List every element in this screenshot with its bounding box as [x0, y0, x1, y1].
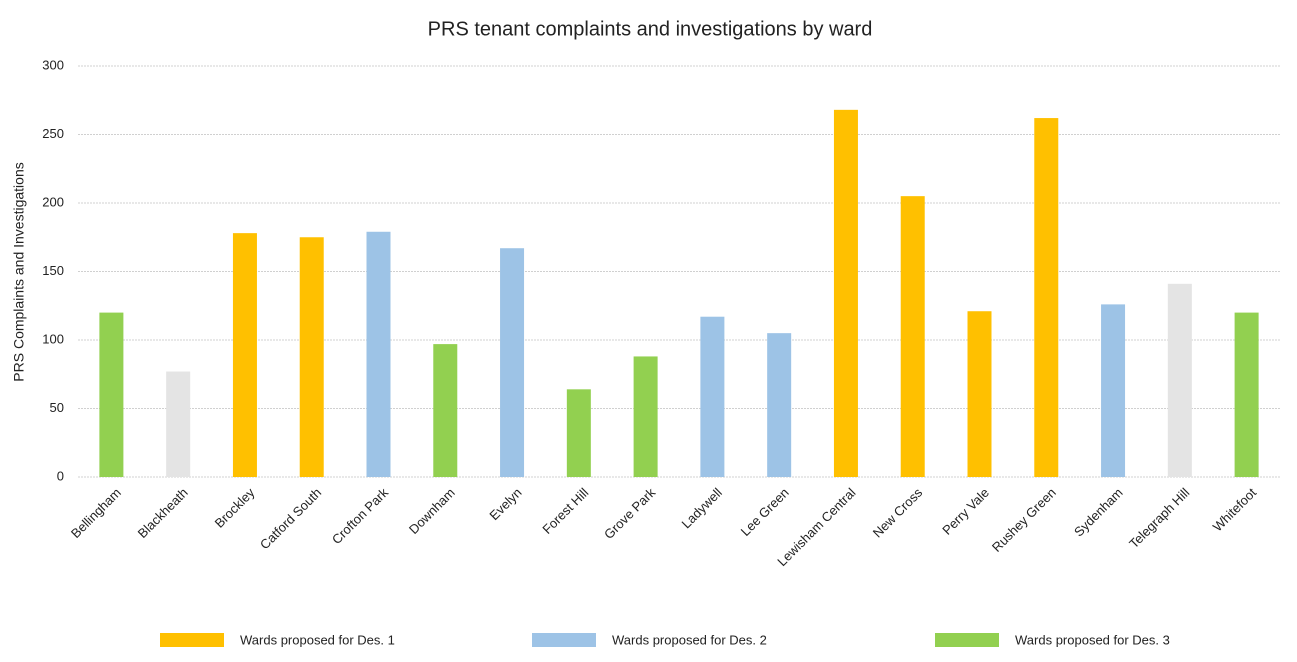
legend-swatch [160, 633, 224, 647]
x-tick-label: New Cross [870, 485, 926, 541]
x-tick-label: Evelyn [486, 485, 524, 523]
bar [1234, 312, 1259, 477]
y-tick-label: 0 [57, 468, 64, 483]
bar [299, 237, 324, 477]
y-tick-label: 50 [50, 400, 64, 415]
bar [366, 231, 391, 477]
y-axis-label: PRS Complaints and Investigations [11, 162, 27, 381]
x-tick-label: Sydenham [1071, 485, 1126, 540]
x-tick-label: Bellingham [68, 485, 124, 541]
bar [232, 233, 257, 477]
x-tick-label: Brockley [212, 485, 258, 531]
y-tick-label: 250 [42, 126, 64, 141]
bar [833, 109, 858, 477]
bar [700, 316, 725, 477]
bar [967, 311, 992, 477]
legend-label: Wards proposed for Des. 3 [1015, 632, 1170, 647]
bar [166, 371, 191, 477]
bar [500, 248, 525, 477]
x-tick-label: Rushey Green [989, 485, 1059, 555]
x-tick-label: Perry Vale [939, 485, 992, 538]
bar [1167, 283, 1192, 477]
legend-label: Wards proposed for Des. 1 [240, 632, 395, 647]
x-tick-label: Catford South [257, 485, 324, 552]
bar [767, 333, 792, 477]
x-tick-label: Ladywell [679, 485, 725, 531]
x-tick-label: Whitefoot [1210, 485, 1260, 535]
bar [1034, 118, 1059, 477]
bar [99, 312, 124, 477]
y-tick-label: 300 [42, 57, 64, 72]
x-tick-label: Forest Hill [539, 485, 591, 537]
y-tick-label: 150 [42, 263, 64, 278]
x-tick-label: Downham [406, 485, 458, 537]
legend-swatch [532, 633, 596, 647]
bar [433, 344, 458, 477]
y-tick-label: 100 [42, 331, 64, 346]
x-tick-label: Crofton Park [329, 485, 392, 548]
legend-label: Wards proposed for Des. 2 [612, 632, 767, 647]
chart-title: PRS tenant complaints and investigations… [428, 18, 873, 40]
x-tick-label: Lee Green [738, 485, 792, 539]
x-tick-label: Grove Park [601, 485, 658, 542]
y-tick-label: 200 [42, 194, 64, 209]
x-tick-label: Telegraph Hill [1126, 485, 1192, 551]
bar [900, 196, 925, 477]
bar [633, 356, 658, 477]
x-tick-label: Blackheath [135, 485, 191, 541]
legend-swatch [935, 633, 999, 647]
bar [566, 389, 591, 477]
bar [1101, 304, 1126, 477]
